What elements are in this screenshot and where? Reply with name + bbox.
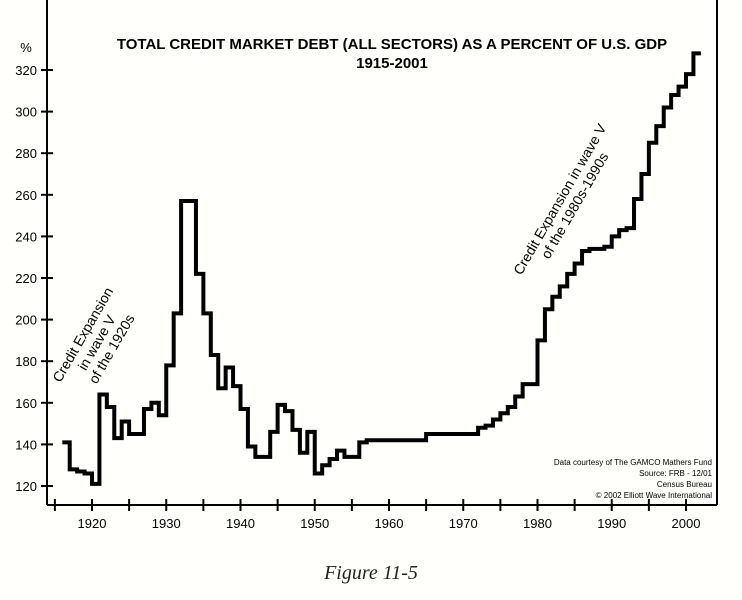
chart-title: TOTAL CREDIT MARKET DEBT (ALL SECTORS) A… (117, 36, 667, 53)
source-line: Data courtesy of The GAMCO Mathers Fund (554, 458, 712, 467)
annotation-1920s: Credit Expansion in wave V of the 1920s (49, 281, 146, 401)
annotation-1980s-1990s: Credit Expansion in wave V of the 1980s-… (510, 118, 625, 286)
x-tick-label: 1980 (523, 516, 552, 531)
x-tick-label: 1940 (226, 516, 255, 531)
chart-subtitle: 1915-2001 (356, 55, 428, 72)
y-tick-label: 200 (15, 313, 37, 328)
y-tick-label: 140 (15, 437, 37, 452)
y-tick-label: 260 (15, 188, 37, 203)
y-tick-label: 300 (15, 105, 37, 120)
x-tick-label: 2000 (672, 516, 701, 531)
y-tick-label: 240 (15, 229, 37, 244)
x-tick-label: 1990 (597, 516, 626, 531)
series-line (62, 51, 701, 486)
y-tick-label: 180 (15, 354, 37, 369)
x-tick-label: 1960 (375, 516, 404, 531)
y-tick-label: 120 (15, 479, 37, 494)
y-tick-label: 320 (15, 63, 37, 78)
source-line: Census Bureau (657, 480, 712, 489)
source-notes: Data courtesy of The GAMCO Mathers Fund … (554, 458, 713, 500)
x-tick-label: 1930 (152, 516, 181, 531)
source-line: © 2002 Elliott Wave International (596, 491, 713, 500)
source-line: Source: FRB - 12/01 (639, 469, 712, 478)
y-tick-label: 160 (15, 396, 37, 411)
x-tick-label: 1920 (78, 516, 107, 531)
x-tick-label: 1950 (300, 516, 329, 531)
x-tick-label: 1970 (449, 516, 478, 531)
y-axis-label: % (20, 40, 32, 55)
figure-caption: Figure 11-5 (324, 562, 418, 584)
y-tick-label: 280 (15, 146, 37, 161)
y-tick-label: 220 (15, 271, 37, 286)
chart-svg: TOTAL CREDIT MARKET DEBT (ALL SECTORS) A… (15, 0, 718, 531)
